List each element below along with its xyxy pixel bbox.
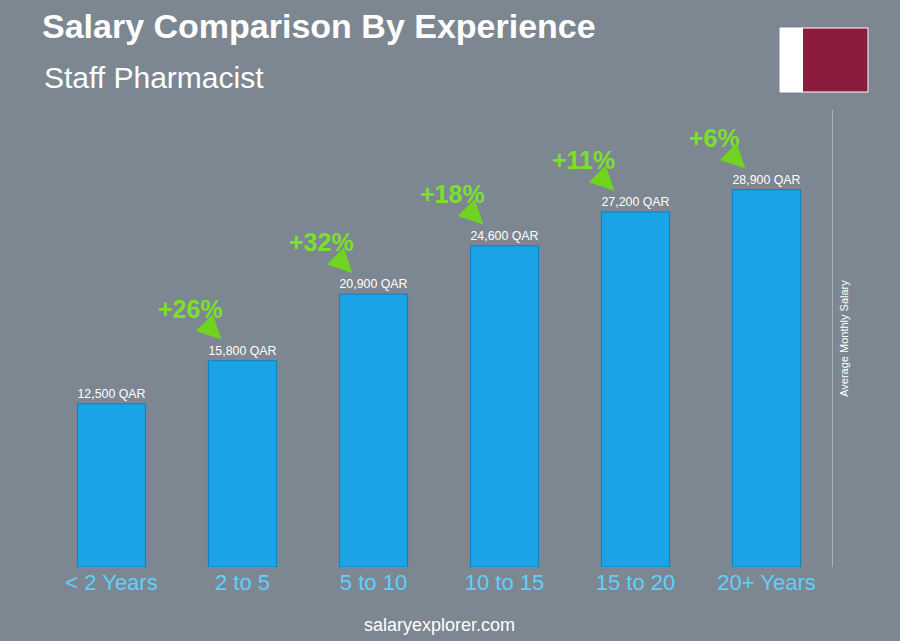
svg-text:Salary Comparison By Experienc: Salary Comparison By Experience <box>42 7 596 45</box>
svg-text:10 to 15: 10 to 15 <box>465 570 545 595</box>
svg-text:salaryexplorer.com: salaryexplorer.com <box>364 615 515 635</box>
svg-text:2 to 5: 2 to 5 <box>215 570 270 595</box>
svg-text:+32%: +32% <box>289 228 354 256</box>
svg-text:< 2 Years: < 2 Years <box>65 570 157 595</box>
svg-text:20+ Years: 20+ Years <box>717 570 815 595</box>
svg-text:Average Monthly Salary: Average Monthly Salary <box>838 280 850 397</box>
svg-text:+6%: +6% <box>689 124 740 152</box>
svg-text:Staff Pharmacist: Staff Pharmacist <box>44 61 264 94</box>
svg-text:5 to 10: 5 to 10 <box>340 570 407 595</box>
svg-text:15 to 20: 15 to 20 <box>596 570 676 595</box>
svg-text:12,500 QAR: 12,500 QAR <box>77 387 145 401</box>
svg-text:15,800 QAR: 15,800 QAR <box>208 344 276 358</box>
svg-text:28,900 QAR: 28,900 QAR <box>732 173 800 187</box>
svg-text:24,600 QAR: 24,600 QAR <box>470 229 538 243</box>
svg-text:+18%: +18% <box>420 180 485 208</box>
svg-text:20,900 QAR: 20,900 QAR <box>339 277 407 291</box>
svg-text:27,200 QAR: 27,200 QAR <box>601 195 669 209</box>
svg-text:+11%: +11% <box>552 146 615 174</box>
svg-text:+26%: +26% <box>158 295 223 323</box>
